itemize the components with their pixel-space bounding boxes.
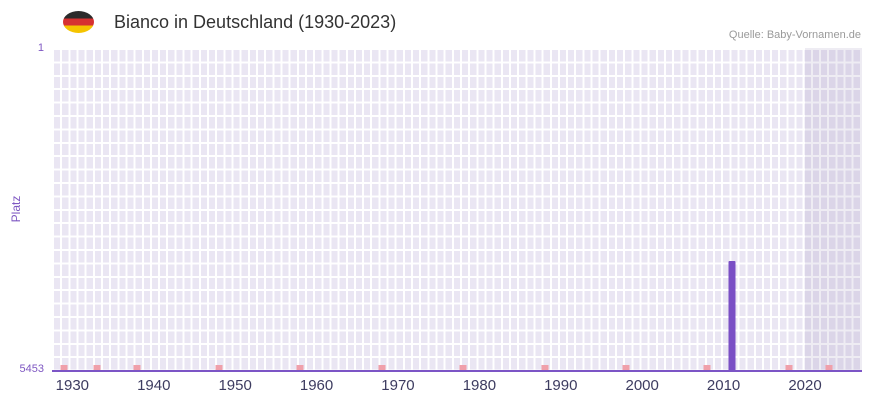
x-tick-label: 2000 — [625, 377, 659, 394]
x-tick-label: 1930 — [55, 377, 90, 394]
x-tick-label: 1950 — [218, 377, 252, 394]
low-rank-marker[interactable] — [296, 365, 304, 370]
x-tick-label: 1980 — [462, 377, 497, 394]
low-rank-marker[interactable] — [785, 365, 793, 370]
y-axis-top-label: 1 — [37, 42, 44, 54]
low-rank-marker[interactable] — [378, 365, 386, 370]
german-flag-icon — [63, 11, 94, 33]
rank-bar[interactable] — [728, 260, 736, 370]
low-rank-marker[interactable] — [133, 365, 141, 370]
x-tick-label: 1960 — [299, 377, 334, 394]
low-rank-marker[interactable] — [459, 365, 467, 370]
low-rank-marker[interactable] — [825, 365, 833, 370]
low-rank-marker[interactable] — [622, 365, 630, 370]
recent-years-highlight — [805, 48, 862, 370]
low-rank-marker[interactable] — [703, 365, 711, 370]
x-tick-label: 1940 — [137, 377, 171, 394]
x-tick-label: 2020 — [788, 377, 822, 394]
y-axis-bottom-label: 5453 — [19, 363, 44, 375]
source-label: Quelle: Baby-Vornamen.de — [728, 29, 861, 41]
x-axis-tick-row: 1930 1940 1950 1960 1970 1980 1990 2000 2010 2020 — [52, 377, 862, 399]
plot-area — [52, 48, 862, 372]
chart-title: Bianco in Deutschland (1930-2023) — [114, 12, 397, 32]
y-axis-title: Platz — [9, 195, 23, 223]
x-tick-label: 1970 — [381, 377, 415, 394]
x-tick-label: 1990 — [544, 377, 578, 394]
x-tick-label: 2010 — [706, 377, 741, 394]
low-rank-marker[interactable] — [541, 365, 548, 370]
low-rank-marker[interactable] — [215, 365, 223, 370]
low-rank-marker[interactable] — [60, 365, 68, 370]
low-rank-marker[interactable] — [93, 365, 101, 370]
